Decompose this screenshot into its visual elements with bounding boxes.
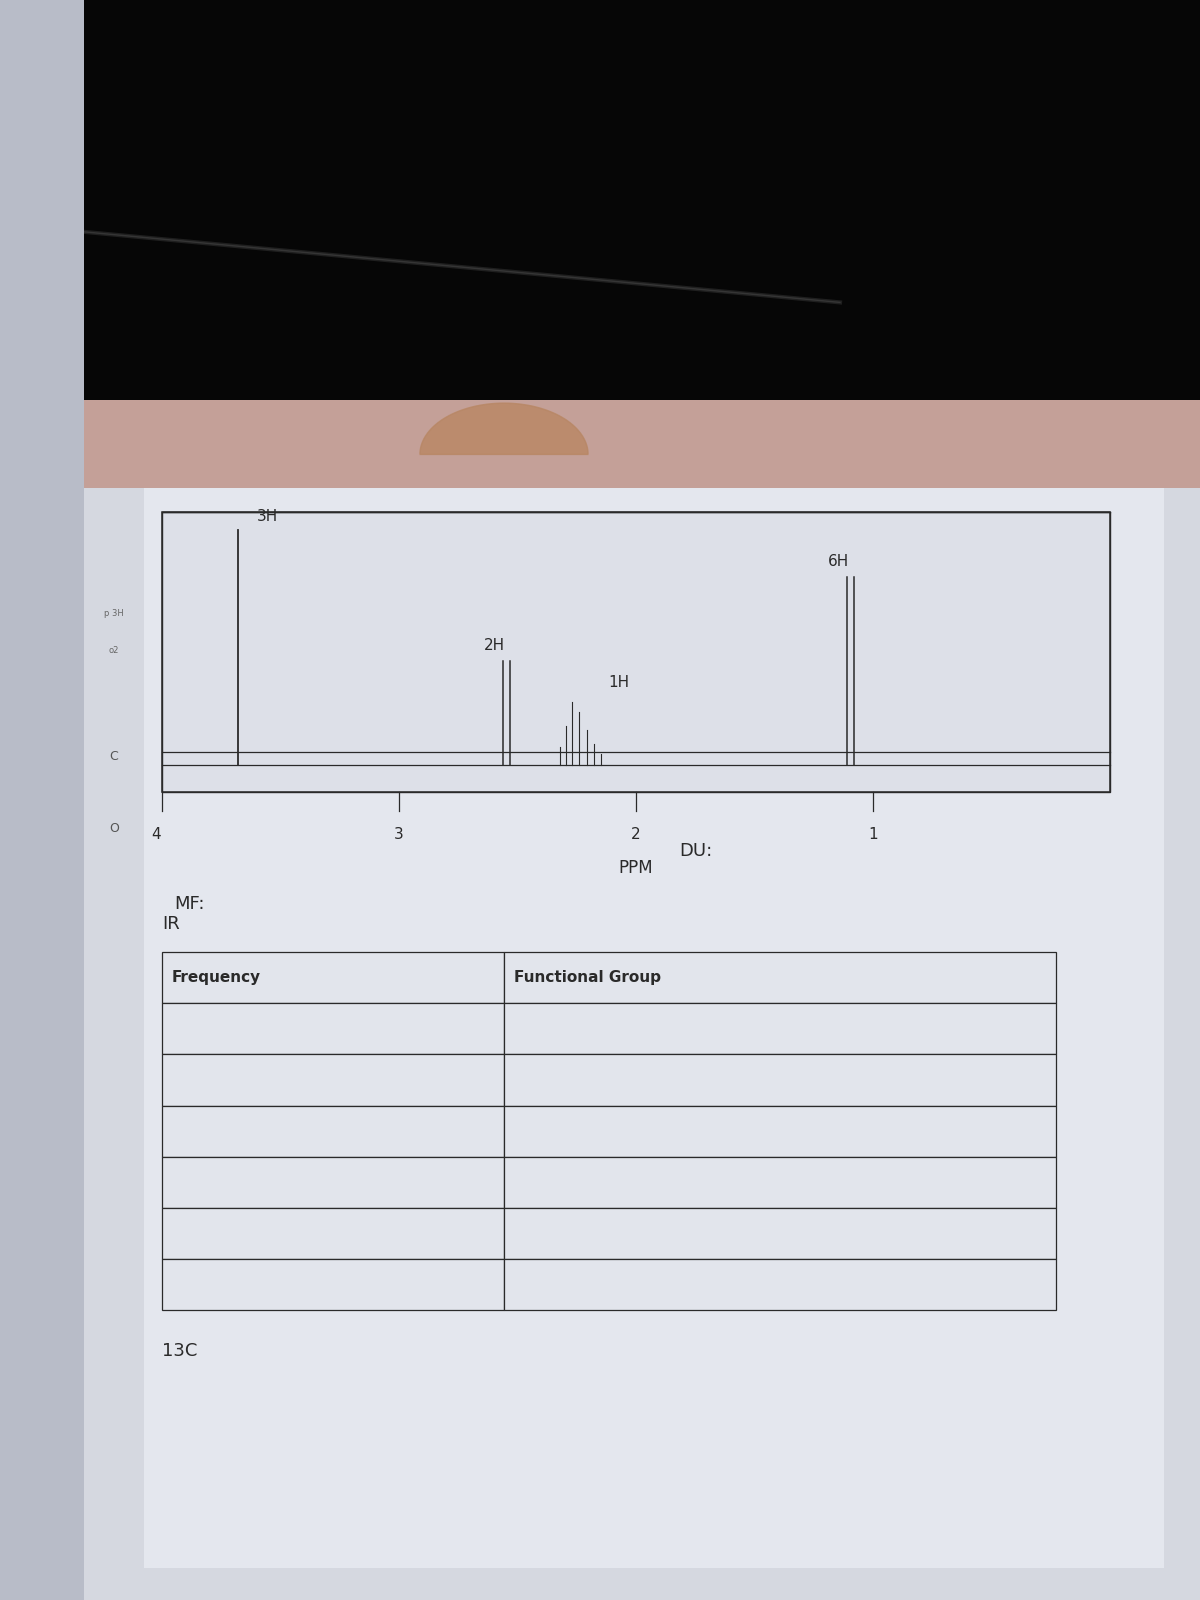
Text: 1: 1 [868, 827, 878, 842]
Text: 2: 2 [631, 827, 641, 842]
Bar [162, 952, 504, 1003]
Bar [504, 1259, 1056, 1310]
Bar [504, 1054, 1056, 1106]
Bar [0, 0, 1200, 448]
Text: 2H: 2H [484, 638, 505, 653]
Text: p 3H: p 3H [104, 610, 124, 618]
Bar [162, 512, 1110, 792]
Bar [0, 0, 84, 1600]
Bar [162, 1157, 504, 1208]
Bar [504, 1106, 1056, 1157]
Text: 3: 3 [394, 827, 404, 842]
Bar [162, 1208, 504, 1259]
Text: 1H: 1H [608, 675, 629, 690]
Text: C: C [109, 750, 119, 763]
Bar [162, 1106, 504, 1157]
Text: 13C: 13C [162, 1342, 197, 1360]
Polygon shape [420, 403, 588, 454]
Text: 3H: 3H [257, 509, 278, 525]
Bar [504, 1208, 1056, 1259]
Bar [162, 1054, 504, 1106]
Text: PPM: PPM [619, 859, 653, 877]
Bar [162, 1259, 504, 1310]
Text: O: O [109, 822, 119, 835]
Bar [144, 488, 1164, 1568]
Text: 6H: 6H [828, 554, 848, 570]
Text: o2: o2 [109, 646, 119, 654]
Text: DU:: DU: [679, 842, 713, 861]
Text: MF:: MF: [174, 894, 204, 914]
Polygon shape [420, 403, 588, 454]
Text: IR: IR [162, 915, 180, 933]
Bar [504, 1157, 1056, 1208]
Text: 4: 4 [151, 827, 161, 842]
Bar [162, 512, 1110, 792]
Bar [84, 480, 1200, 1600]
Text: Functional Group: Functional Group [514, 970, 661, 986]
Bar [162, 1003, 504, 1054]
Text: Frequency: Frequency [172, 970, 260, 986]
Bar [504, 952, 1056, 1003]
Bar [84, 400, 1200, 488]
Bar [504, 1003, 1056, 1054]
